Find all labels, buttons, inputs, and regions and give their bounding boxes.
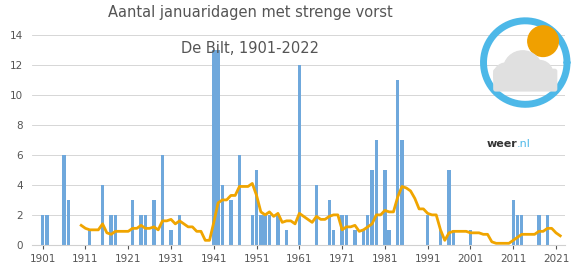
FancyBboxPatch shape <box>493 69 558 92</box>
Bar <box>131 200 134 245</box>
Bar <box>452 230 455 245</box>
Bar <box>62 155 66 245</box>
Bar <box>520 215 523 245</box>
Circle shape <box>503 51 542 89</box>
Bar <box>101 185 104 245</box>
Bar <box>178 215 181 245</box>
Bar <box>297 65 301 245</box>
Bar <box>161 155 164 245</box>
Text: De Bilt, 1901-2022: De Bilt, 1901-2022 <box>181 41 320 56</box>
Circle shape <box>526 61 553 87</box>
Bar <box>388 230 391 245</box>
Bar <box>229 200 233 245</box>
Bar <box>340 215 344 245</box>
Bar <box>362 230 365 245</box>
Bar <box>315 185 318 245</box>
Bar <box>396 80 399 245</box>
Bar <box>238 155 241 245</box>
Bar <box>144 215 147 245</box>
Bar <box>400 140 404 245</box>
Bar <box>152 200 155 245</box>
Bar <box>67 200 70 245</box>
Bar <box>217 50 220 245</box>
Text: .nl: .nl <box>517 139 531 149</box>
Bar <box>383 170 386 245</box>
Bar <box>41 215 44 245</box>
Bar <box>469 230 472 245</box>
Bar <box>516 215 519 245</box>
Bar <box>448 170 451 245</box>
Bar <box>221 185 224 245</box>
Bar <box>268 215 271 245</box>
Text: weer: weer <box>487 139 517 149</box>
Bar <box>212 50 215 245</box>
Bar <box>426 215 430 245</box>
Bar <box>139 215 143 245</box>
Bar <box>537 215 541 245</box>
Bar <box>439 230 442 245</box>
Bar <box>366 215 370 245</box>
Bar <box>353 230 357 245</box>
Bar <box>375 140 378 245</box>
Circle shape <box>494 63 518 88</box>
Bar <box>88 230 91 245</box>
Bar <box>328 200 331 245</box>
Bar <box>345 215 348 245</box>
Bar <box>285 230 288 245</box>
Text: Aantal januaridagen met strenge vorst: Aantal januaridagen met strenge vorst <box>108 5 393 20</box>
Bar <box>255 170 258 245</box>
Bar <box>113 215 117 245</box>
Bar <box>251 215 254 245</box>
Bar <box>264 215 267 245</box>
Bar <box>109 215 113 245</box>
Bar <box>276 215 280 245</box>
Bar <box>45 215 49 245</box>
Bar <box>169 230 173 245</box>
Bar <box>512 200 515 245</box>
Bar <box>259 215 262 245</box>
Circle shape <box>528 26 558 57</box>
Bar <box>332 230 335 245</box>
Bar <box>370 170 374 245</box>
Bar <box>546 215 549 245</box>
